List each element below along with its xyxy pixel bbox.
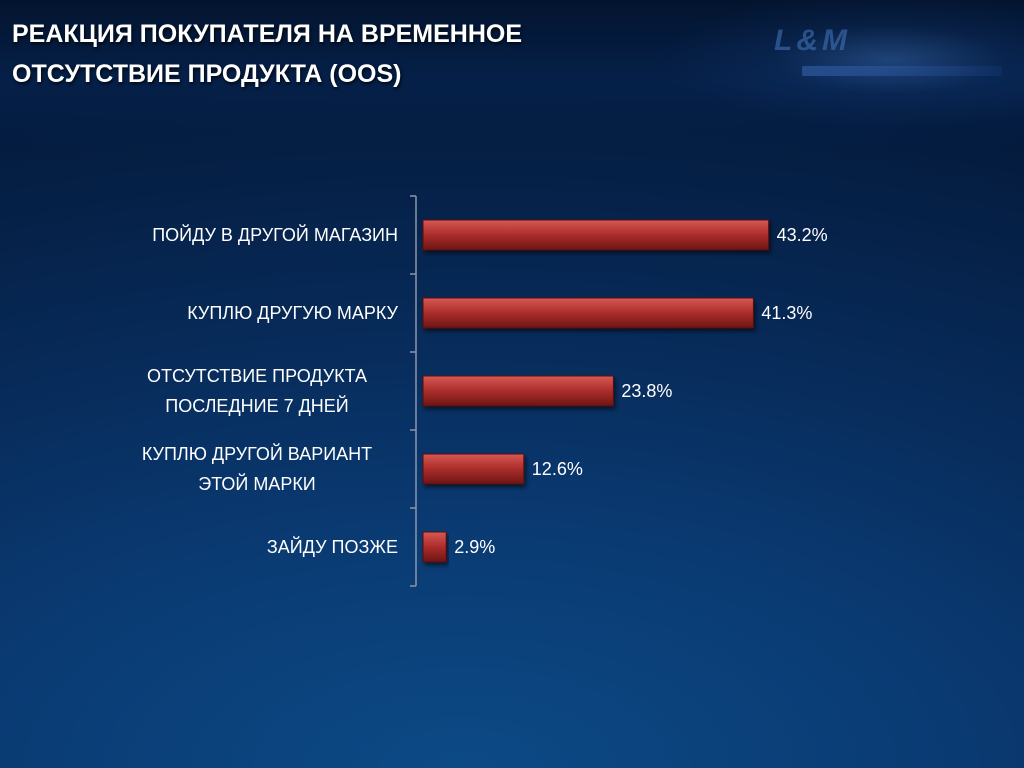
category-label: ЭТОЙ МАРКИ	[198, 473, 316, 494]
bar	[422, 531, 447, 563]
bar-value-label: 41.3%	[761, 303, 812, 323]
slide-title-line-1: РЕАКЦИЯ ПОКУПАТЕЛЯ НА ВРЕМЕННОЕ	[12, 20, 523, 48]
brand-logo: L&M	[768, 22, 1008, 92]
category-label: ЗАЙДУ ПОЗЖЕ	[267, 536, 398, 557]
category-label: КУПЛЮ ДРУГУЮ МАРКУ	[187, 303, 398, 323]
bar-value-label: 43.2%	[777, 225, 828, 245]
bar	[422, 297, 754, 329]
category-label: ПОСЛЕДНИЕ 7 ДНЕЙ	[165, 395, 348, 416]
slide-title: РЕАКЦИЯ ПОКУПАТЕЛЯ НА ВРЕМЕННОЕ ОТСУТСТВ…	[12, 14, 632, 94]
bar	[422, 219, 770, 251]
bar	[422, 453, 525, 485]
category-label: КУПЛЮ ДРУГОЙ ВАРИАНТ	[142, 443, 372, 464]
bar-value-label: 2.9%	[454, 537, 495, 557]
brand-logo-text: L&M	[774, 24, 851, 57]
brand-logo-stripe	[802, 66, 1002, 76]
bar-value-label: 23.8%	[621, 381, 672, 401]
category-label: ОТСУТСТВИЕ ПРОДУКТА	[147, 366, 367, 386]
bar	[422, 375, 614, 407]
slide-title-line-2: ОТСУТСТВИЕ ПРОДУКТА (OOS)	[12, 60, 402, 88]
category-label: ПОЙДУ В ДРУГОЙ МАГАЗИН	[152, 224, 398, 245]
bar-value-label: 12.6%	[532, 459, 583, 479]
chart-plot-area: 43.2% ПОЙДУ В ДРУГОЙ МАГАЗИН 41.3% КУПЛЮ ДР…	[142, 195, 828, 587]
